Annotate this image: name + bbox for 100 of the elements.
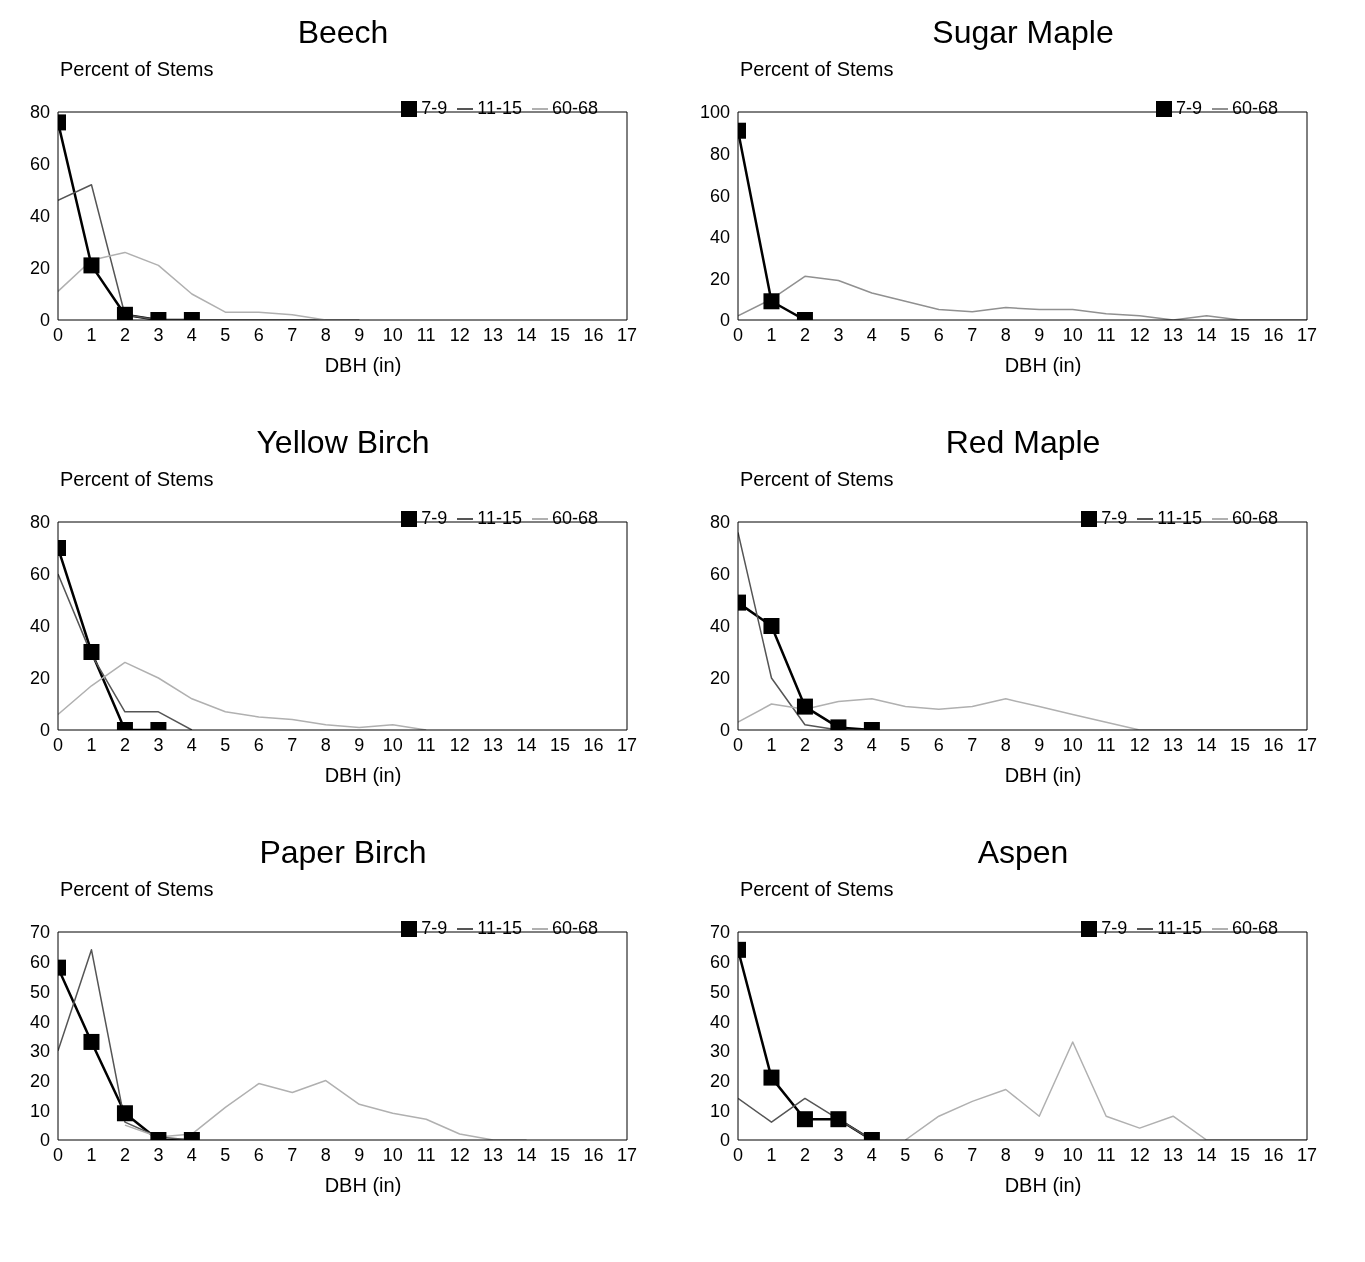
x-tick-label: 10: [1062, 734, 1083, 755]
x-tick-label: 6: [933, 324, 944, 345]
chart-title: Paper Birch: [258, 833, 428, 872]
x-axis-title: DBH (in): [1003, 1174, 1083, 1197]
x-tick-label: 3: [833, 324, 844, 345]
x-tick-label: 3: [833, 734, 844, 755]
chart-title: Aspen: [976, 833, 1070, 872]
x-axis-title: DBH (in): [323, 1174, 403, 1197]
y-axis-title: Percent of Stems: [739, 878, 895, 902]
x-tick-label: 3: [833, 1144, 844, 1165]
x-tick-label: 16: [583, 1144, 604, 1165]
legend-label: 7-9: [421, 508, 448, 528]
y-axis-title: Percent of Stems: [739, 58, 895, 82]
y-tick-label: 60: [709, 564, 730, 585]
x-tick-label: 10: [382, 324, 403, 345]
x-tick-label: 11: [416, 734, 436, 755]
y-axis-title: Percent of Stems: [59, 468, 215, 492]
x-tick-label: 4: [186, 1144, 197, 1165]
legend-label: 60-68: [1231, 918, 1278, 938]
chart-title: Yellow Birch: [255, 423, 431, 462]
x-tick-label: 14: [516, 1144, 537, 1165]
x-tick-label: 13: [1163, 734, 1184, 755]
line-series: [58, 573, 193, 730]
x-tick-label: 13: [483, 734, 504, 755]
x-tick-label: 3: [153, 1144, 164, 1165]
x-tick-label: 16: [1263, 324, 1284, 345]
x-tick-label: 6: [933, 734, 944, 755]
x-tick-label: 9: [354, 1144, 365, 1165]
legend-label: 7-9: [421, 98, 448, 118]
y-tick-label: 0: [719, 1130, 730, 1151]
legend-label: 60-68: [1231, 98, 1278, 118]
x-tick-label: 15: [1230, 734, 1251, 755]
legend-label: 11-15: [477, 918, 522, 938]
x-tick-label: 7: [287, 1144, 298, 1165]
y-axis-title: Percent of Stems: [59, 878, 215, 902]
x-tick-label: 4: [186, 324, 197, 345]
legend-label: 7-9: [1101, 918, 1128, 938]
x-tick-label: 5: [900, 734, 911, 755]
y-tick-label: 0: [39, 1130, 50, 1151]
x-axis-title: DBH (in): [1003, 764, 1083, 787]
y-tick-label: 80: [709, 143, 730, 164]
x-tick-label: 13: [483, 1144, 504, 1165]
x-tick-label: 14: [1196, 734, 1217, 755]
chart-title: Sugar Maple: [931, 13, 1115, 52]
x-tick-label: 9: [1034, 734, 1045, 755]
y-tick-label: 70: [29, 922, 50, 943]
x-tick-label: 12: [1129, 734, 1150, 755]
y-tick-label: 40: [709, 227, 730, 248]
legend-label: 60-68: [551, 98, 598, 118]
x-tick-label: 17: [1296, 324, 1318, 345]
x-tick-label: 5: [220, 734, 231, 755]
x-axis-title: DBH (in): [323, 764, 403, 787]
x-tick-label: 5: [900, 324, 911, 345]
x-tick-label: 16: [1263, 1144, 1284, 1165]
x-tick-label: 12: [449, 734, 470, 755]
x-tick-label: 1: [86, 734, 97, 755]
x-tick-label: 1: [766, 734, 777, 755]
chart-title: Beech: [296, 13, 390, 52]
legend-label: 7-9: [1175, 98, 1202, 118]
y-tick-label: 80: [29, 102, 50, 123]
x-tick-label: 8: [320, 324, 331, 345]
y-tick-label: 10: [709, 1100, 730, 1121]
y-tick-label: 20: [709, 668, 730, 689]
x-tick-label: 10: [1062, 324, 1083, 345]
x-tick-label: 4: [866, 734, 877, 755]
y-tick-label: 50: [29, 981, 50, 1002]
x-tick-label: 7: [287, 734, 298, 755]
x-tick-label: 17: [616, 1144, 638, 1165]
x-tick-label: 6: [253, 324, 264, 345]
x-tick-label: 17: [1296, 1144, 1318, 1165]
x-tick-label: 17: [1296, 734, 1318, 755]
y-tick-label: 70: [709, 922, 730, 943]
y-tick-label: 0: [719, 720, 730, 741]
x-tick-label: 8: [1000, 324, 1011, 345]
x-tick-label: 3: [153, 324, 164, 345]
x-tick-label: 6: [253, 734, 264, 755]
x-tick-label: 2: [119, 1144, 130, 1165]
x-tick-label: 4: [866, 324, 877, 345]
x-tick-label: 10: [382, 1144, 403, 1165]
x-tick-label: 16: [583, 734, 604, 755]
y-axis-title: Percent of Stems: [59, 58, 215, 82]
x-tick-label: 5: [220, 324, 231, 345]
x-axis-title: DBH (in): [323, 354, 403, 377]
x-tick-label: 9: [354, 324, 365, 345]
legend-label: 7-9: [1101, 508, 1128, 528]
y-tick-label: 0: [719, 310, 730, 331]
x-tick-label: 0: [52, 1144, 64, 1165]
y-tick-label: 20: [29, 668, 50, 689]
y-tick-label: 40: [29, 616, 50, 637]
x-tick-label: 8: [320, 1144, 331, 1165]
x-tick-label: 8: [1000, 1144, 1011, 1165]
x-tick-label: 0: [52, 734, 64, 755]
y-tick-label: 100: [699, 102, 730, 123]
x-tick-label: 15: [550, 1144, 571, 1165]
legend-label: 11-15: [1157, 508, 1202, 528]
y-tick-label: 20: [29, 258, 50, 279]
x-tick-label: 2: [119, 734, 130, 755]
x-tick-label: 10: [1062, 1144, 1083, 1165]
x-tick-label: 15: [1230, 324, 1251, 345]
x-axis-title: DBH (in): [1003, 354, 1083, 377]
